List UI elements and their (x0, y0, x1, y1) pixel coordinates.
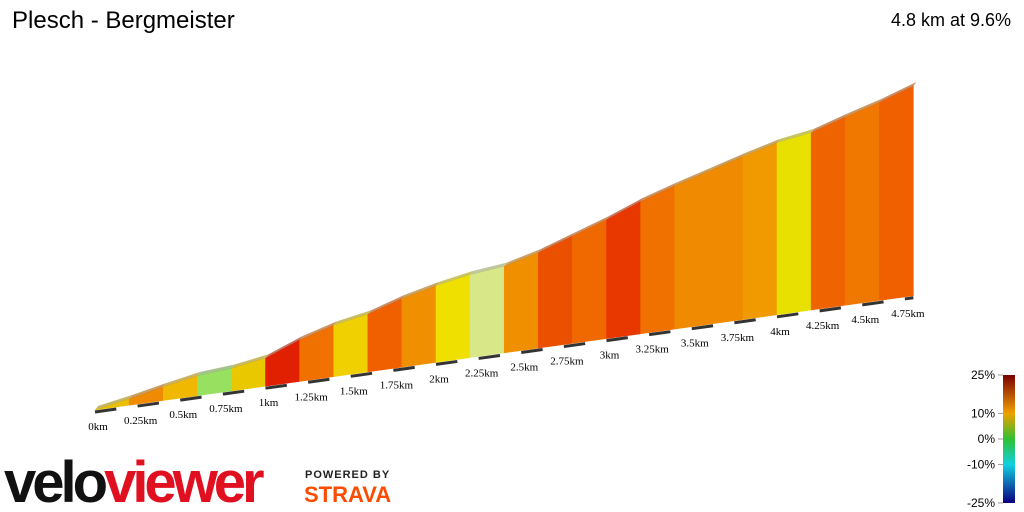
tick-mark (222, 389, 245, 396)
segment-top (742, 138, 780, 157)
gradient-segment (606, 201, 641, 339)
segment-top (401, 281, 439, 299)
tick-mark (776, 312, 799, 319)
segment-top (879, 82, 917, 103)
gradient-segment (879, 85, 914, 301)
tick-mark (606, 336, 629, 343)
chart-title: Plesch - Bergmeister (12, 7, 235, 34)
segment-top (265, 336, 303, 359)
tick-mark (819, 306, 842, 313)
x-tick-label: 2.5km (510, 362, 538, 374)
tick-mark (307, 377, 330, 384)
logo-velo: velo (4, 450, 107, 512)
powered-by: POWERED BY (305, 469, 390, 481)
colorbar-label: -10% (967, 458, 995, 472)
segment-top (231, 354, 269, 369)
x-tick-label: 0.5km (169, 409, 197, 421)
segment-top (436, 270, 474, 286)
x-tick-label: 1.75km (380, 379, 414, 391)
x-tick-label: 2.75km (550, 356, 584, 368)
colorbar-label: 25% (971, 368, 995, 382)
segment-top (504, 248, 542, 267)
x-tick-label: 3.5km (681, 338, 709, 350)
tick-mark (180, 395, 202, 402)
segment-top (572, 215, 610, 237)
segment-top (95, 394, 133, 410)
segment-top (129, 382, 167, 399)
x-tick-label: 3km (600, 350, 620, 362)
colorbar-label: 10% (971, 406, 995, 420)
x-tick-label: 4km (770, 326, 790, 338)
x-tick-label: 0km (88, 421, 108, 433)
gradient-segment (742, 142, 778, 320)
gradient-segment (299, 325, 334, 382)
x-tick-label: 4.75km (891, 308, 925, 320)
tick-mark (393, 365, 415, 372)
segment-top (299, 321, 337, 341)
x-tick-label: 0.25km (124, 415, 158, 427)
tick-mark (648, 330, 671, 337)
tick-mark (691, 324, 714, 331)
gradient-segment (640, 185, 675, 335)
gradient-segment (572, 219, 607, 344)
strava-logo: STRAVA (304, 482, 391, 507)
tick-mark (94, 407, 117, 414)
tick-mark (563, 342, 586, 349)
tick-mark (734, 318, 756, 325)
colorbar-label: 0% (978, 432, 996, 446)
tick-mark (478, 353, 501, 360)
x-tick-label: 3.25km (635, 344, 669, 356)
x-tick-label: 4.25km (806, 320, 840, 332)
segment-top (811, 113, 849, 133)
logo: veloviewer (4, 450, 264, 512)
tick-mark (435, 359, 458, 366)
tick-mark (350, 371, 373, 378)
gradient-segment (708, 156, 744, 325)
tick-mark (137, 401, 160, 408)
tick-mark (521, 348, 543, 354)
x-tick-label: 1km (259, 397, 279, 409)
chart-subtitle: 4.8 km at 9.6% (891, 10, 1011, 30)
gradient-segment (674, 170, 710, 330)
segment-top (845, 98, 883, 118)
gradient-segment (435, 274, 471, 363)
segment-top (606, 197, 644, 220)
x-tick-label: 1.5km (340, 385, 368, 397)
x-tick-label: 4.5km (851, 314, 879, 326)
segment-top (163, 371, 201, 387)
gradient-segment (401, 285, 437, 368)
x-tick-label: 1.25km (294, 391, 328, 403)
colorbar-label: -25% (967, 496, 995, 510)
x-tick-label: 2.25km (465, 367, 499, 379)
segment-top (708, 152, 746, 172)
gradient-segment (538, 235, 573, 349)
x-tick-label: 3.75km (721, 332, 755, 344)
logo-viewer: viewer (104, 450, 264, 512)
colorbar (1003, 375, 1015, 503)
x-tick-label: 2km (429, 373, 449, 385)
x-tick-label: 0.75km (209, 403, 243, 415)
segment-top (470, 262, 508, 275)
segment-top (197, 364, 235, 376)
gradient-segment (469, 266, 505, 358)
segment-top (367, 294, 405, 315)
tick-mark (904, 296, 914, 301)
tick-mark (265, 383, 288, 390)
segment-top (674, 167, 712, 186)
gradient-segment (503, 252, 539, 354)
segment-top (333, 310, 371, 326)
gradient-segment (810, 116, 846, 311)
tick-mark (862, 300, 884, 307)
segment-top (777, 128, 815, 143)
gradient-segment (776, 132, 812, 316)
gradient-segment (844, 102, 880, 306)
segment-top (538, 232, 576, 253)
segment-top (640, 181, 678, 202)
